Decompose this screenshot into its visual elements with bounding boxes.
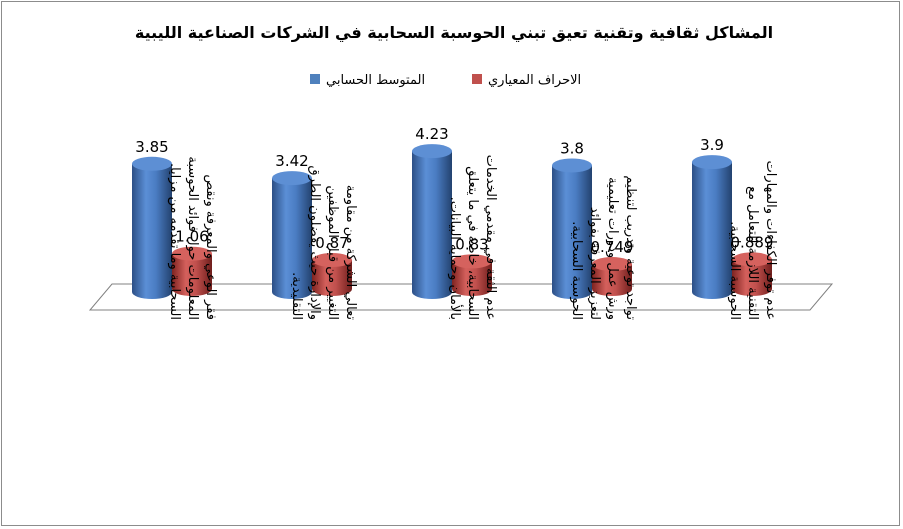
bars-group: 3.85 1.06 3.42 0.87 4.23 0.83 3.8 0.749 3.9 0.889 (132, 125, 773, 299)
bar-mean-3 (412, 144, 452, 299)
bar-sd-2 (312, 253, 352, 296)
legend-swatch-mean (310, 74, 320, 84)
legend-label-mean: المتوسط الحسابي (326, 73, 425, 88)
bar-sd-5 (732, 252, 772, 296)
legend: المتوسط الحسابي الاحراف المعياري (310, 73, 581, 88)
bar-mean-1 (132, 156, 172, 299)
category-label-3: عدم الثقة في مقدمي الخدماتالسحابية، خاصة… (447, 155, 498, 320)
bar-mean-4 (552, 158, 592, 299)
bar-sd-4 (592, 257, 632, 296)
data-label-mean-5: 3.9 (700, 136, 724, 154)
legend-swatch-sd (472, 74, 482, 84)
bar-sd-1 (172, 246, 212, 296)
legend-label-sd: الاحراف المعياري (488, 73, 581, 88)
data-label-sd-4: 0.749 (591, 238, 634, 256)
data-label-mean-1: 3.85 (135, 138, 168, 156)
category-label-2: تعالي الشركة من مقاومةالتغيير من قبل الم… (289, 166, 358, 321)
data-label-sd-2: 0.87 (315, 234, 348, 252)
category-label-5: عدم توفر الكفاءات والمهاراتالتقنية اللاز… (727, 161, 778, 320)
data-label-sd-1: 1.06 (175, 228, 208, 246)
data-label-mean-3: 4.23 (415, 125, 448, 143)
data-label-sd-3: 0.83 (455, 235, 488, 253)
category-label-1: فقر الوعي والمعرفة ونقصالمعلومات حول فوا… (167, 156, 218, 320)
bar-sd-3 (452, 254, 492, 296)
bar-mean-5 (692, 155, 732, 299)
data-label-mean-4: 3.8 (560, 139, 584, 157)
category-label-4: تواجد توعية وتدريب لتنظيمورش عمل ودورات … (569, 175, 638, 320)
data-label-mean-2: 3.42 (275, 152, 308, 170)
chart-title: المشاكل ثقافية وتقنية تعيق تبني الحوسبة … (135, 23, 773, 43)
category-labels: فقر الوعي والمعرفة ونقصالمعلومات حول فوا… (167, 155, 778, 321)
bar-mean-2 (272, 171, 312, 299)
data-label-sd-5: 0.889 (731, 233, 774, 251)
